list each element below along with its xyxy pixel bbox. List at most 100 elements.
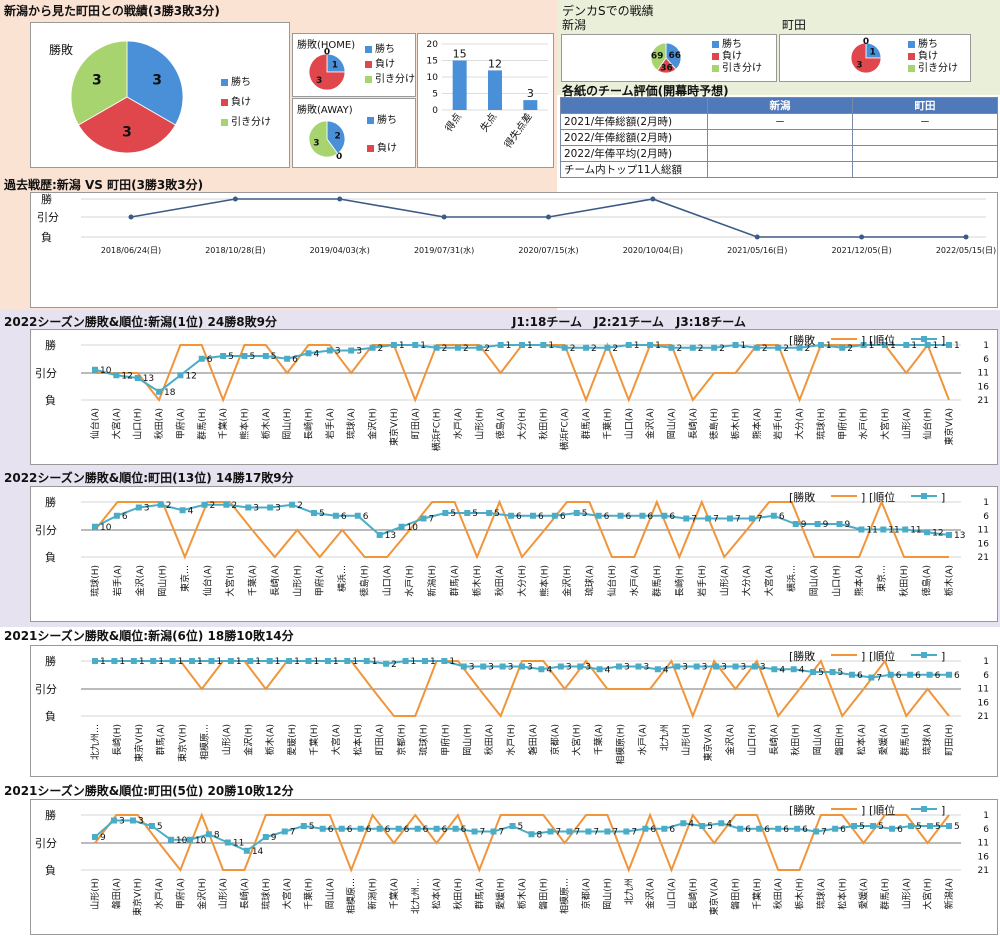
x-tick-label: 山口(H) bbox=[747, 724, 758, 756]
pie-slice bbox=[650, 42, 667, 71]
rank-data-label: 18 bbox=[164, 388, 176, 398]
x-tick-label: 岡山(A) bbox=[666, 408, 677, 439]
rank-data-label: 6 bbox=[779, 512, 785, 522]
x-tick-label: 相模原… bbox=[559, 878, 571, 914]
legend-win: 勝ち bbox=[231, 77, 251, 88]
season-legend: [勝敗] [順位] bbox=[789, 803, 945, 817]
x-tick-label: 栃木(A) bbox=[516, 878, 528, 909]
pie-data-label: 0 bbox=[324, 48, 330, 57]
x-tick-label: 岩手(A) bbox=[111, 565, 123, 596]
x-tick-label: 千葉(A) bbox=[593, 724, 605, 755]
rank-point bbox=[927, 823, 934, 829]
x-tick-label: 甲府(H) bbox=[836, 408, 848, 440]
rank-point bbox=[223, 501, 230, 508]
x-tick-label: 2020/10/04(日) bbox=[623, 246, 683, 255]
rank-point bbox=[946, 342, 952, 348]
x-tick-label: 大宮(A) bbox=[110, 408, 122, 439]
rank-data-label: 6 bbox=[647, 512, 653, 522]
result-line bbox=[94, 499, 949, 560]
rank-point bbox=[617, 512, 624, 519]
x-tick-label: 東京V(A) bbox=[708, 878, 720, 915]
rank-point bbox=[332, 512, 339, 519]
rank-tick-label: 6 bbox=[983, 512, 989, 522]
rank-point bbox=[157, 501, 164, 508]
rank-point bbox=[92, 366, 98, 373]
rank-data-label: 3 bbox=[138, 817, 144, 827]
rank-data-label: 6 bbox=[538, 512, 544, 522]
rank-point bbox=[713, 663, 720, 670]
rank-data-label: 6 bbox=[669, 825, 675, 835]
x-tick-label: 仙台(A) bbox=[201, 565, 213, 596]
legend-result-label: [勝敗 bbox=[789, 333, 815, 347]
x-tick-label: 栃木(H) bbox=[730, 408, 742, 440]
away-pie-chart: 2 0 3 bbox=[308, 120, 346, 162]
rank-point bbox=[623, 828, 630, 835]
x-tick-label: 金沢(A) bbox=[644, 878, 656, 909]
rank-data-label: 2 bbox=[762, 344, 768, 354]
rank-point bbox=[858, 526, 865, 533]
x-tick-label: 東京V(H) bbox=[388, 408, 400, 446]
rank-tick-label: 6 bbox=[983, 825, 989, 835]
rank-point bbox=[753, 344, 760, 351]
x-tick-label: 大宮(H) bbox=[571, 724, 583, 756]
x-tick-label: 群馬(H) bbox=[651, 565, 663, 597]
x-tick-label: 金沢(H) bbox=[561, 565, 573, 597]
x-tick-label: 岩手(H) bbox=[772, 408, 784, 440]
rank-data-label: 6 bbox=[560, 512, 566, 522]
rank-data-label: 8 bbox=[536, 830, 542, 840]
pie-data-label: 2 bbox=[334, 132, 340, 142]
rank-point bbox=[348, 347, 355, 354]
draw-swatch bbox=[221, 118, 228, 126]
rank-data-label: 6 bbox=[935, 671, 941, 681]
rank-point bbox=[186, 836, 193, 843]
season-2022-machida-panel: 勝引分負 1 6 11 16 21 10 6 3 2 4 2 2 3 3 2 5 6 6 13 10 7 5 5 5 6 6 6 5 6 6… bbox=[30, 486, 998, 622]
rank-point bbox=[383, 660, 390, 667]
rank-point bbox=[699, 823, 706, 829]
rank-point bbox=[868, 674, 875, 681]
rank-point bbox=[354, 512, 361, 519]
legend-rank-marker bbox=[921, 652, 927, 658]
rank-point bbox=[129, 817, 136, 824]
pie-data-label: 3 bbox=[92, 73, 102, 89]
rank-data-label: 6 bbox=[783, 825, 789, 835]
rank-data-label: 7 bbox=[499, 828, 505, 838]
x-tick-label: 千葉(A) bbox=[217, 408, 229, 439]
x-tick-label: 甲府(A) bbox=[314, 565, 326, 596]
rank-data-label: 5 bbox=[916, 822, 922, 832]
denka-niigata-panel: 66 36 69 勝ち 負け 引き分け bbox=[561, 34, 777, 82]
y-label-lose: 負 bbox=[45, 551, 56, 564]
rank-point bbox=[363, 658, 370, 664]
rank-point bbox=[924, 529, 931, 536]
rank-point bbox=[674, 663, 681, 670]
rank-data-label: 5 bbox=[319, 509, 325, 519]
eval-header-blank bbox=[560, 97, 708, 114]
rank-data-label: 13 bbox=[954, 531, 965, 541]
x-tick-label: 横浜FC(H) bbox=[431, 408, 443, 451]
rank-point bbox=[848, 671, 855, 678]
legend-rank-marker bbox=[921, 806, 927, 812]
rank-data-label: 1 bbox=[100, 657, 106, 667]
rank-point bbox=[113, 512, 120, 519]
rank-data-label: 2 bbox=[591, 344, 597, 354]
rank-point bbox=[583, 344, 590, 351]
x-tick-label: 琉球(A) bbox=[815, 878, 827, 909]
legend-bracket: ] bbox=[861, 804, 865, 817]
x-tick-label: 京都(A) bbox=[580, 878, 592, 909]
x-tick-label: 磐田(H) bbox=[834, 724, 846, 756]
rank-data-label: 6 bbox=[896, 671, 902, 681]
rank-point bbox=[732, 663, 739, 670]
x-tick-label: 長崎(A) bbox=[768, 724, 780, 755]
rank-point bbox=[92, 658, 98, 664]
rank-data-label: 2 bbox=[463, 344, 469, 354]
rank-point bbox=[167, 836, 174, 843]
x-tick-label: 町田(A) bbox=[375, 724, 386, 755]
rank-data-label: 4 bbox=[605, 665, 611, 675]
x-tick-label: 町田(A) bbox=[410, 408, 421, 439]
rank-data-label: 6 bbox=[328, 825, 334, 835]
x-tick-label: 水戸(H) bbox=[505, 724, 517, 756]
rank-point bbox=[851, 823, 858, 829]
rank-data-label: 5 bbox=[228, 352, 234, 362]
rank-data-label: 3 bbox=[469, 663, 475, 673]
rank-point bbox=[300, 823, 307, 829]
